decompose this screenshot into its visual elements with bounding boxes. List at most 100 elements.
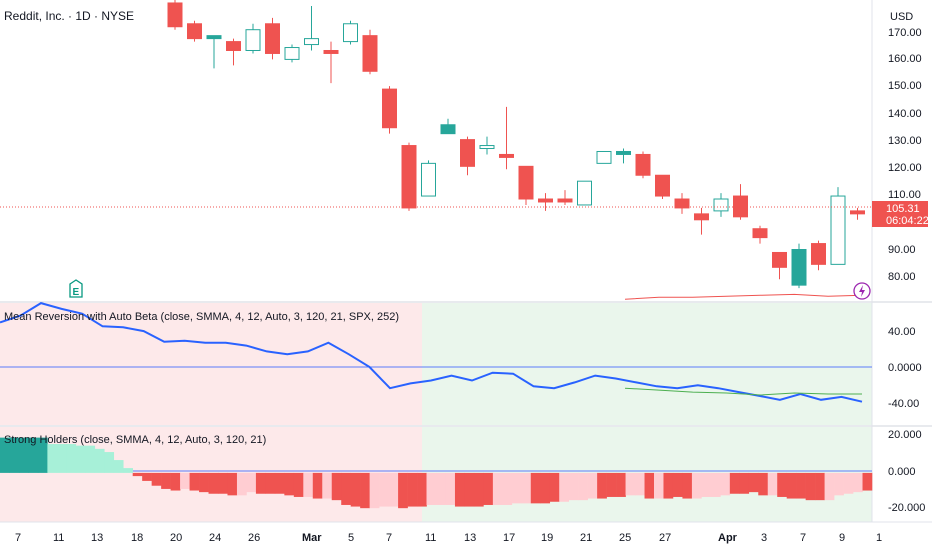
histogram-bar[interactable] [331,472,342,501]
strong-holders-histogram[interactable] [0,437,873,509]
histogram-bar[interactable] [227,472,238,496]
candle-series[interactable] [167,0,865,289]
histogram-bar[interactable] [578,472,588,501]
histogram-bar[interactable] [208,472,219,494]
histogram-bar[interactable] [312,472,323,499]
histogram-bar[interactable] [853,472,863,493]
histogram-bar[interactable] [710,472,721,497]
histogram-bar[interactable] [843,472,854,494]
histogram-bar[interactable] [94,448,105,473]
mean-reversion-axis[interactable]: 40.00 0.0000 -40.00 [888,326,922,410]
candle[interactable] [791,243,807,289]
strong-holders-axis[interactable]: 20.000 0.000 -20.000 [888,429,925,514]
histogram-bar[interactable] [56,444,67,473]
candle[interactable] [518,165,534,205]
histogram-bar[interactable] [322,472,333,499]
histogram-bar[interactable] [28,437,39,473]
histogram-bar[interactable] [360,472,370,509]
candle[interactable] [499,106,514,170]
histogram-bar[interactable] [104,452,115,473]
histogram-bar[interactable] [559,472,569,502]
histogram-bar[interactable] [369,472,380,509]
candle[interactable] [538,193,553,211]
histogram-bar[interactable] [805,472,816,501]
histogram-bar[interactable] [502,472,513,505]
histogram-bar[interactable] [407,472,418,507]
candle[interactable] [421,160,436,197]
histogram-bar[interactable] [663,472,674,499]
histogram-bar[interactable] [255,472,266,494]
candle[interactable] [577,180,592,206]
candle[interactable] [479,136,495,155]
candle[interactable] [245,23,261,54]
candle[interactable] [596,150,612,164]
price-axis[interactable]: 170.00 160.00 150.00 140.00 130.00 120.0… [888,27,922,283]
mean-reversion-lines[interactable] [0,293,863,403]
histogram-bar[interactable] [0,437,10,473]
histogram-bar[interactable] [672,472,683,497]
histogram-bar[interactable] [701,472,712,497]
time-axis[interactable]: 7 11 13 18 20 24 26 Mar 5 7 11 13 17 19 … [15,532,882,544]
histogram-bar[interactable] [113,460,124,473]
histogram-bar[interactable] [492,472,503,505]
candle[interactable] [694,207,709,235]
candle[interactable] [265,17,280,60]
candle[interactable] [382,86,397,134]
histogram-bar[interactable] [170,472,181,491]
histogram-bar[interactable] [236,472,247,496]
histogram-bar[interactable] [388,472,399,507]
candle[interactable] [674,193,690,214]
candle[interactable] [752,225,768,244]
histogram-bar[interactable] [606,472,617,497]
histogram-bar[interactable] [85,445,96,473]
histogram-bar[interactable] [142,472,152,481]
histogram-bar[interactable] [530,472,541,504]
candle[interactable] [557,190,573,205]
histogram-bar[interactable] [436,472,446,505]
histogram-bar[interactable] [303,472,314,497]
histogram-bar[interactable] [379,472,389,507]
histogram-bar[interactable] [123,468,133,473]
symbol-title[interactable]: Reddit, Inc. · 1D · NYSE [4,9,134,23]
candle[interactable] [460,136,475,176]
histogram-bar[interactable] [767,472,778,496]
histogram-bar[interactable] [521,472,532,504]
histogram-bar[interactable] [720,472,731,496]
histogram-bar[interactable] [597,472,607,499]
candle[interactable] [772,251,787,280]
earnings-marker[interactable]: E [69,279,83,298]
histogram-bar[interactable] [293,472,304,497]
histogram-bar[interactable] [37,437,48,473]
histogram-bar[interactable] [265,472,276,494]
histogram-bar[interactable] [549,472,560,502]
lightning-marker[interactable] [853,282,871,300]
mean-reversion-lower-band[interactable] [624,387,862,396]
candle[interactable] [733,184,748,220]
histogram-bar[interactable] [587,472,598,499]
candle[interactable] [830,187,846,265]
histogram-bar[interactable] [616,472,626,497]
histogram-bar[interactable] [151,472,162,486]
histogram-bar[interactable] [454,472,465,507]
mean-reversion-upper-band[interactable] [624,293,863,300]
histogram-bar[interactable] [625,472,636,496]
candle[interactable] [713,193,729,217]
histogram-bar[interactable] [758,472,769,496]
histogram-bar[interactable] [862,472,873,491]
candle[interactable] [284,44,300,63]
histogram-bar[interactable] [9,437,20,473]
candle[interactable] [362,29,378,75]
candle[interactable] [616,148,631,164]
histogram-bar[interactable] [729,472,740,494]
histogram-bar[interactable] [777,472,787,497]
histogram-bar[interactable] [66,444,77,473]
candle[interactable] [343,20,358,45]
histogram-bar[interactable] [691,472,702,499]
histogram-bar[interactable] [398,472,408,509]
histogram-bar[interactable] [199,472,209,493]
histogram-bar[interactable] [132,472,143,477]
histogram-bar[interactable] [218,472,228,494]
candle[interactable] [850,207,865,220]
mean-reversion-line[interactable] [0,302,863,403]
histogram-bar[interactable] [682,472,693,499]
